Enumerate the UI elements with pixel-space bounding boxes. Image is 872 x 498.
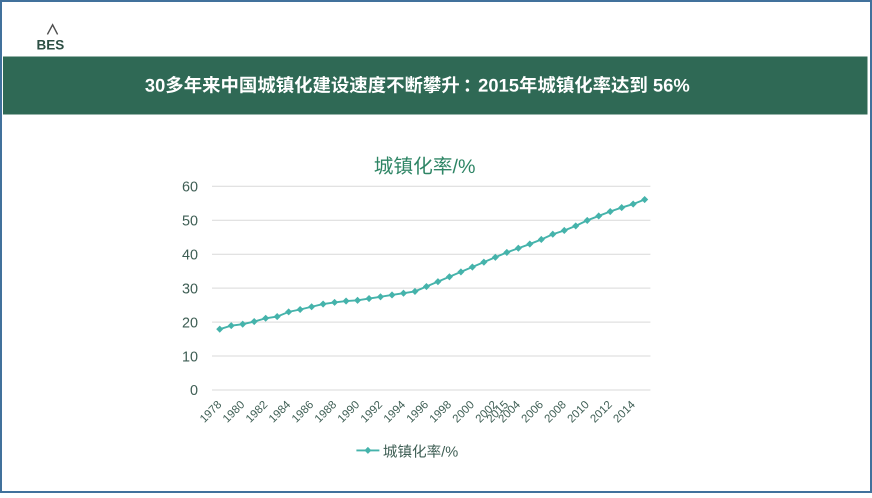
svg-text:50: 50 bbox=[182, 213, 198, 229]
svg-text:60: 60 bbox=[182, 180, 198, 196]
svg-text:0: 0 bbox=[190, 383, 198, 399]
svg-text:10: 10 bbox=[182, 349, 198, 365]
svg-text:30: 30 bbox=[182, 281, 198, 297]
svg-text:BES: BES bbox=[37, 38, 65, 53]
svg-text:20: 20 bbox=[182, 315, 198, 331]
svg-text:40: 40 bbox=[182, 247, 198, 263]
